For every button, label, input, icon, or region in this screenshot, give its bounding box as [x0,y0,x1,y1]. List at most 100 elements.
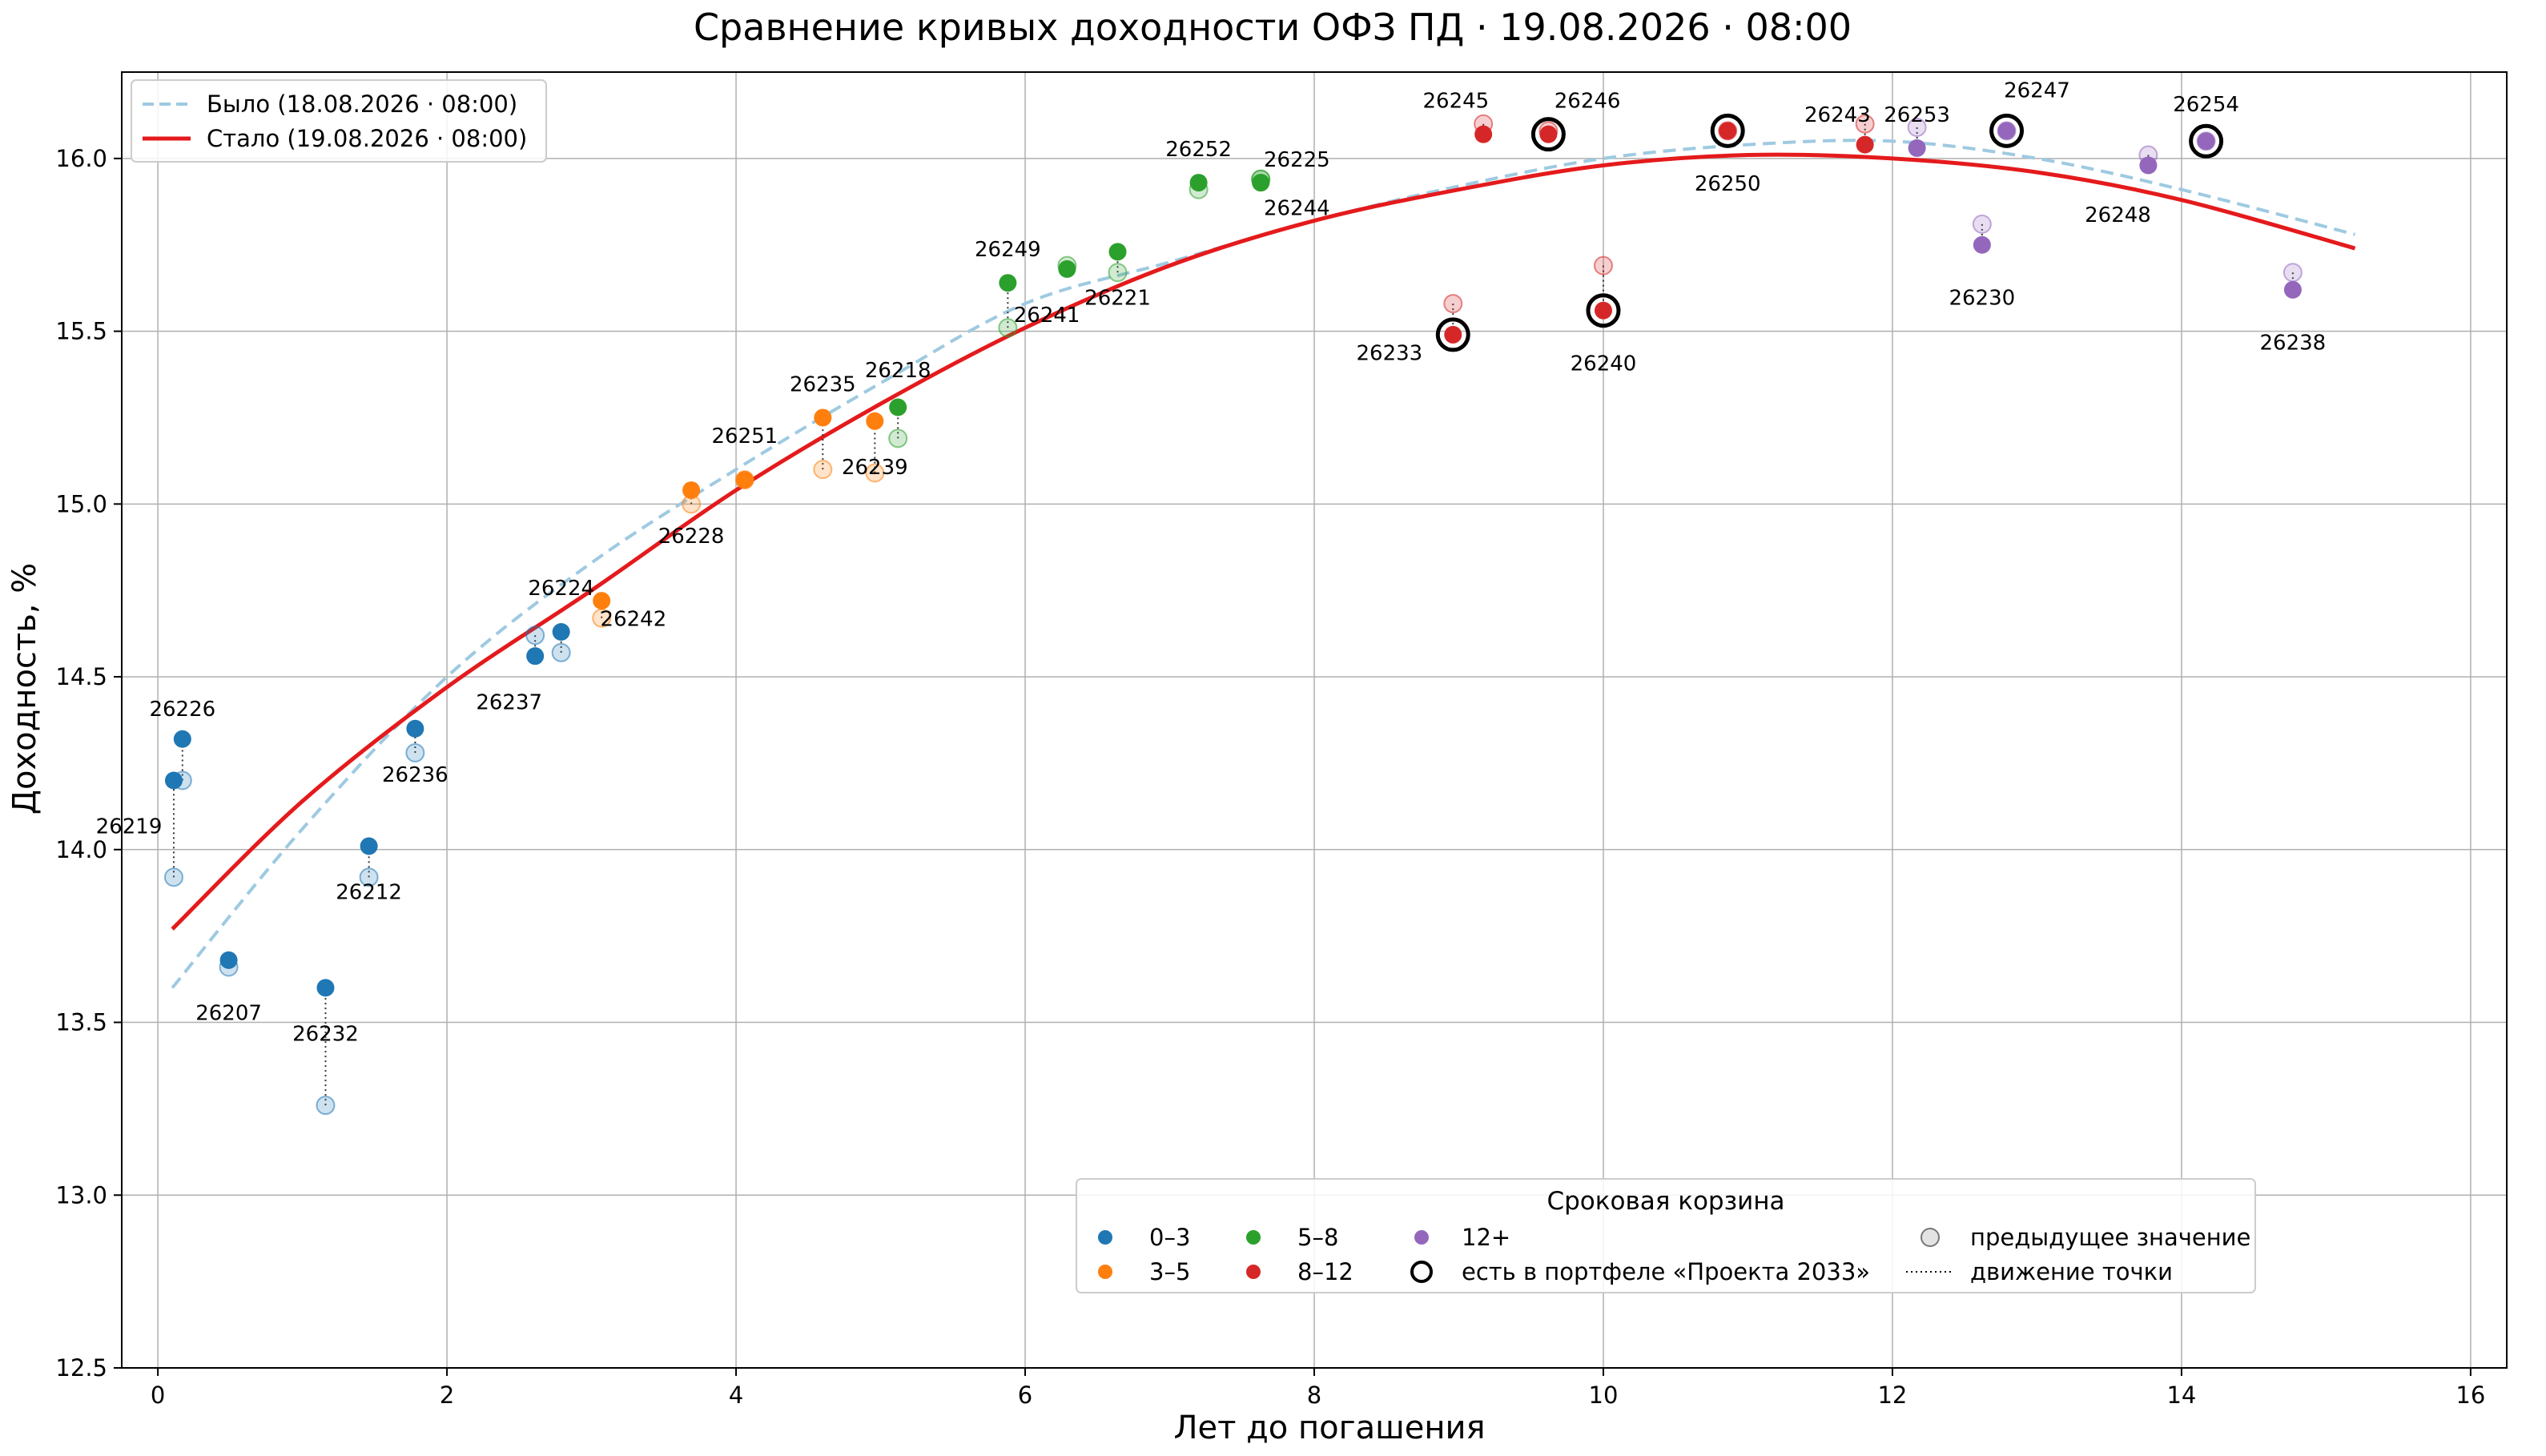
point-26226 [173,730,191,748]
point-26243 [1856,135,1874,154]
point-label-26239: 26239 [842,456,908,480]
legend-old-curve-label: Было (18.08.2026 · 08:00) [207,90,517,118]
point-label-26244: 26244 [1264,196,1330,220]
legend-bucket-12-plus-marker [1414,1230,1429,1245]
y-tick-label: 13.5 [55,1009,107,1036]
data-points [163,113,2303,1116]
point-label-26233: 26233 [1356,341,1422,365]
point-label-26238: 26238 [2260,332,2327,356]
legend-bucket-8-12-marker [1246,1265,1261,1279]
prev-point-26238 [2283,263,2303,283]
point-26251 [735,471,754,489]
point-26218 [889,398,907,416]
point-26242 [593,592,611,610]
point-label-26254: 26254 [2173,93,2239,117]
legend-new-curve-label: Стало (19.08.2026 · 08:00) [207,125,527,152]
point-label-26252: 26252 [1165,138,1232,162]
new-yield-curve [171,152,2356,931]
point-26245 [1474,125,1493,143]
point-26244 [1252,174,1270,192]
point-26239 [866,412,884,430]
point-label-26228: 26228 [658,525,725,549]
x-tick-label: 12 [1877,1382,1907,1409]
point-label-26241: 26241 [1014,304,1080,328]
point-label-26230: 26230 [1949,286,2015,310]
point-26250 [1719,122,1737,140]
y-tick-label: 16.0 [55,145,107,172]
point-26248 [2139,156,2158,175]
prev-point-26249 [998,318,1018,338]
prev-point-26219 [163,867,183,887]
point-26230 [1973,235,1991,254]
point-26237 [526,647,545,666]
legend-portfolio-label: есть в портфеле «Проекта 2033» [1462,1258,1870,1285]
x-tick-label: 10 [1589,1382,1619,1409]
point-label-26251: 26251 [712,424,778,448]
point-label-26237: 26237 [476,690,542,714]
prev-point-26230 [1972,214,1992,234]
point-26241 [1058,259,1076,278]
point-26212 [360,837,378,855]
point-label-26243: 26243 [1804,103,1871,127]
point-26235 [814,408,832,427]
prev-point-26235 [813,460,833,480]
x-tick-label: 6 [1018,1382,1032,1409]
portfolio-ring-26247 [1989,113,2025,148]
legend-buckets-box [1076,1178,2256,1293]
point-label-26225: 26225 [1264,148,1330,172]
y-tick-label: 15.0 [55,490,107,517]
x-tick-label: 16 [2456,1382,2485,1409]
prev-point-26212 [359,867,379,887]
x-tick-label: 0 [151,1382,165,1409]
portfolio-ring-26240 [1586,293,1621,328]
point-label-26247: 26247 [2004,79,2070,103]
point-26246 [1539,125,1558,143]
prev-point-26232 [316,1096,336,1116]
point-label-26245: 26245 [1423,90,1490,114]
x-tick-label: 8 [1307,1382,1321,1409]
point-26249 [999,274,1017,292]
prev-point-26243 [1855,114,1875,134]
prev-point-26218 [888,428,908,448]
x-tick-label: 2 [440,1382,454,1409]
point-26232 [316,979,335,997]
point-26247 [1997,122,2016,140]
point-26240 [1594,301,1612,320]
point-26224 [552,622,570,641]
legend-bucket-5-8-label: 5–8 [1297,1224,1338,1251]
prev-point-26226 [172,770,192,790]
point-label-26248: 26248 [2085,203,2151,227]
legend-buckets: Сроковая корзина 0–3 3–5 5–8 8–12 12+ ес… [1076,1178,2256,1293]
prev-point-26237 [525,625,545,646]
portfolio-ring-26254 [2189,123,2224,159]
point-label-26218: 26218 [865,359,931,383]
point-26221 [1108,243,1127,261]
prev-point-26236 [405,742,425,762]
x-tick-label: 14 [2166,1382,2196,1409]
y-tick-label: 15.5 [55,318,107,345]
prev-point-26233 [1443,294,1463,314]
point-26236 [406,719,424,738]
legend-bucket-3-5-marker [1098,1265,1112,1279]
point-label-26242: 26242 [601,608,667,632]
point-label-26250: 26250 [1695,172,1761,196]
legend-bucket-12-plus-label: 12+ [1462,1224,1510,1251]
prev-point-26240 [1593,255,1613,276]
point-label-26235: 26235 [790,372,856,396]
legend-bucket-3-5-label: 3–5 [1149,1258,1190,1285]
point-label-26249: 26249 [975,238,1041,262]
legend-curves: Было (18.08.2026 · 08:00) Стало (19.08.2… [131,79,547,163]
point-label-26221: 26221 [1084,286,1151,310]
point-26228 [682,481,701,500]
legend-bucket-0-3-label: 0–3 [1149,1224,1190,1251]
prev-point-26221 [1108,263,1128,283]
point-label-26224: 26224 [528,577,594,601]
legend-move-label: движение точки [1970,1258,2173,1285]
legend-prev-value-marker [1921,1228,1940,1247]
point-26252 [1189,174,1208,192]
portfolio-ring-26233 [1435,317,1470,352]
legend-curves-box [131,79,547,163]
point-label-26246: 26246 [1555,90,1621,114]
legend-bucket-0-3-marker [1098,1230,1112,1245]
